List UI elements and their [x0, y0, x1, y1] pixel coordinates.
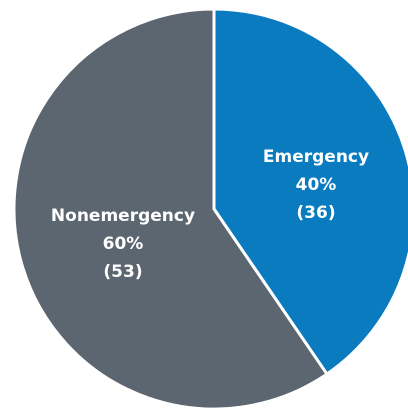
label-nonemergency-name: Nonemergency — [51, 206, 195, 226]
label-emergency-name: Emergency — [263, 147, 369, 167]
label-emergency-count: (36) — [296, 203, 335, 223]
label-emergency-percent: 40% — [296, 175, 337, 195]
label-emergency: Emergency 40% (36) — [263, 147, 369, 223]
label-nonemergency-count: (53) — [103, 262, 142, 282]
label-nonemergency-percent: 60% — [103, 234, 144, 254]
pie-slices — [12, 7, 408, 410]
pie-slice-nonemergency — [12, 7, 329, 410]
pie-slice-emergency — [212, 7, 408, 376]
label-nonemergency: Nonemergency 60% (53) — [51, 206, 195, 282]
